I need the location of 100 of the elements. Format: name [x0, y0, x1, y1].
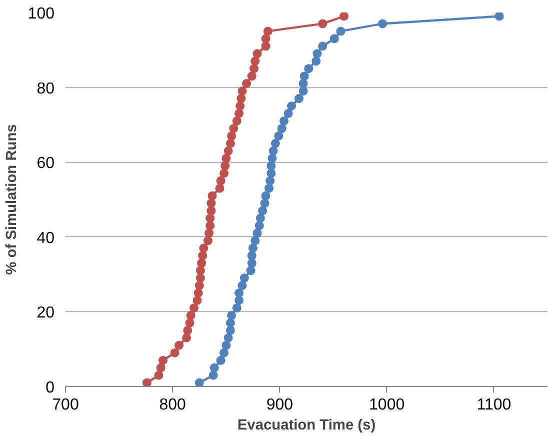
point — [206, 198, 216, 208]
point — [250, 64, 259, 74]
point — [186, 310, 196, 320]
point — [156, 363, 166, 372]
point — [266, 168, 276, 178]
point — [185, 318, 194, 328]
point — [312, 49, 322, 58]
point — [236, 94, 246, 104]
point — [261, 191, 270, 200]
point — [216, 176, 226, 186]
point — [274, 131, 284, 140]
point — [284, 108, 293, 118]
point — [304, 64, 314, 74]
point — [224, 146, 233, 156]
point — [232, 116, 242, 126]
point — [378, 19, 388, 28]
point — [242, 79, 252, 88]
point — [182, 333, 192, 342]
point — [252, 49, 262, 58]
x-tick-label: 1100 — [476, 396, 512, 414]
point — [312, 56, 321, 66]
y-tick-label: 20 — [36, 304, 55, 322]
point — [142, 378, 152, 386]
y-tick-label: 0 — [46, 380, 55, 396]
y-tick-label: 80 — [36, 80, 55, 98]
point — [154, 370, 164, 380]
point — [294, 94, 304, 104]
point — [248, 244, 258, 253]
point — [261, 34, 270, 44]
point — [206, 206, 216, 216]
point — [220, 161, 230, 170]
point — [196, 266, 205, 276]
point — [234, 288, 244, 298]
point — [234, 108, 244, 118]
point — [261, 42, 270, 51]
point — [232, 303, 242, 312]
point — [300, 72, 309, 81]
point — [206, 214, 215, 223]
y-tick-label: 40 — [36, 230, 55, 247]
point — [204, 228, 214, 238]
point — [263, 26, 272, 36]
point — [247, 258, 256, 268]
point — [198, 251, 208, 260]
point — [158, 356, 168, 365]
point — [247, 251, 256, 260]
point — [234, 296, 244, 305]
point — [216, 356, 226, 365]
point — [224, 333, 233, 342]
point — [222, 340, 231, 350]
x-tick-label: 800 — [159, 396, 186, 414]
point — [170, 348, 180, 358]
point — [240, 274, 249, 283]
y-tick-label: 100 — [28, 6, 55, 22]
point — [208, 370, 218, 380]
point — [339, 12, 348, 21]
point — [174, 340, 184, 350]
point — [194, 281, 204, 290]
x-tick-label: 900 — [266, 396, 294, 414]
point — [266, 176, 275, 186]
point — [192, 296, 202, 305]
point — [298, 79, 308, 88]
point — [194, 378, 204, 386]
point — [287, 102, 296, 110]
point — [336, 26, 346, 36]
point — [318, 19, 328, 28]
point — [194, 288, 203, 298]
point — [222, 154, 231, 163]
point — [250, 236, 260, 246]
point — [220, 168, 229, 178]
point — [264, 184, 274, 193]
point — [254, 221, 264, 230]
point — [298, 86, 308, 96]
point — [226, 326, 235, 335]
point — [236, 102, 245, 110]
point — [280, 116, 289, 126]
point — [250, 56, 260, 66]
point — [197, 258, 206, 268]
x-tick-label: 1000 — [369, 396, 405, 414]
point — [246, 266, 256, 276]
point — [268, 146, 278, 156]
point — [208, 191, 217, 200]
point — [226, 138, 235, 148]
point — [260, 198, 270, 208]
point — [247, 72, 256, 81]
point — [494, 12, 504, 21]
point — [266, 161, 276, 170]
point — [203, 236, 212, 246]
point — [318, 42, 328, 51]
point — [183, 326, 192, 335]
point — [227, 310, 236, 320]
point — [226, 318, 235, 328]
point — [258, 206, 268, 216]
y-axis-title: % of Simulation Runs — [4, 124, 20, 275]
point — [206, 221, 215, 230]
point — [199, 244, 208, 253]
point — [229, 124, 238, 133]
x-axis-title: Evacuation Time (s) — [237, 418, 376, 434]
point — [252, 228, 262, 238]
point — [270, 138, 280, 148]
point — [220, 348, 229, 358]
